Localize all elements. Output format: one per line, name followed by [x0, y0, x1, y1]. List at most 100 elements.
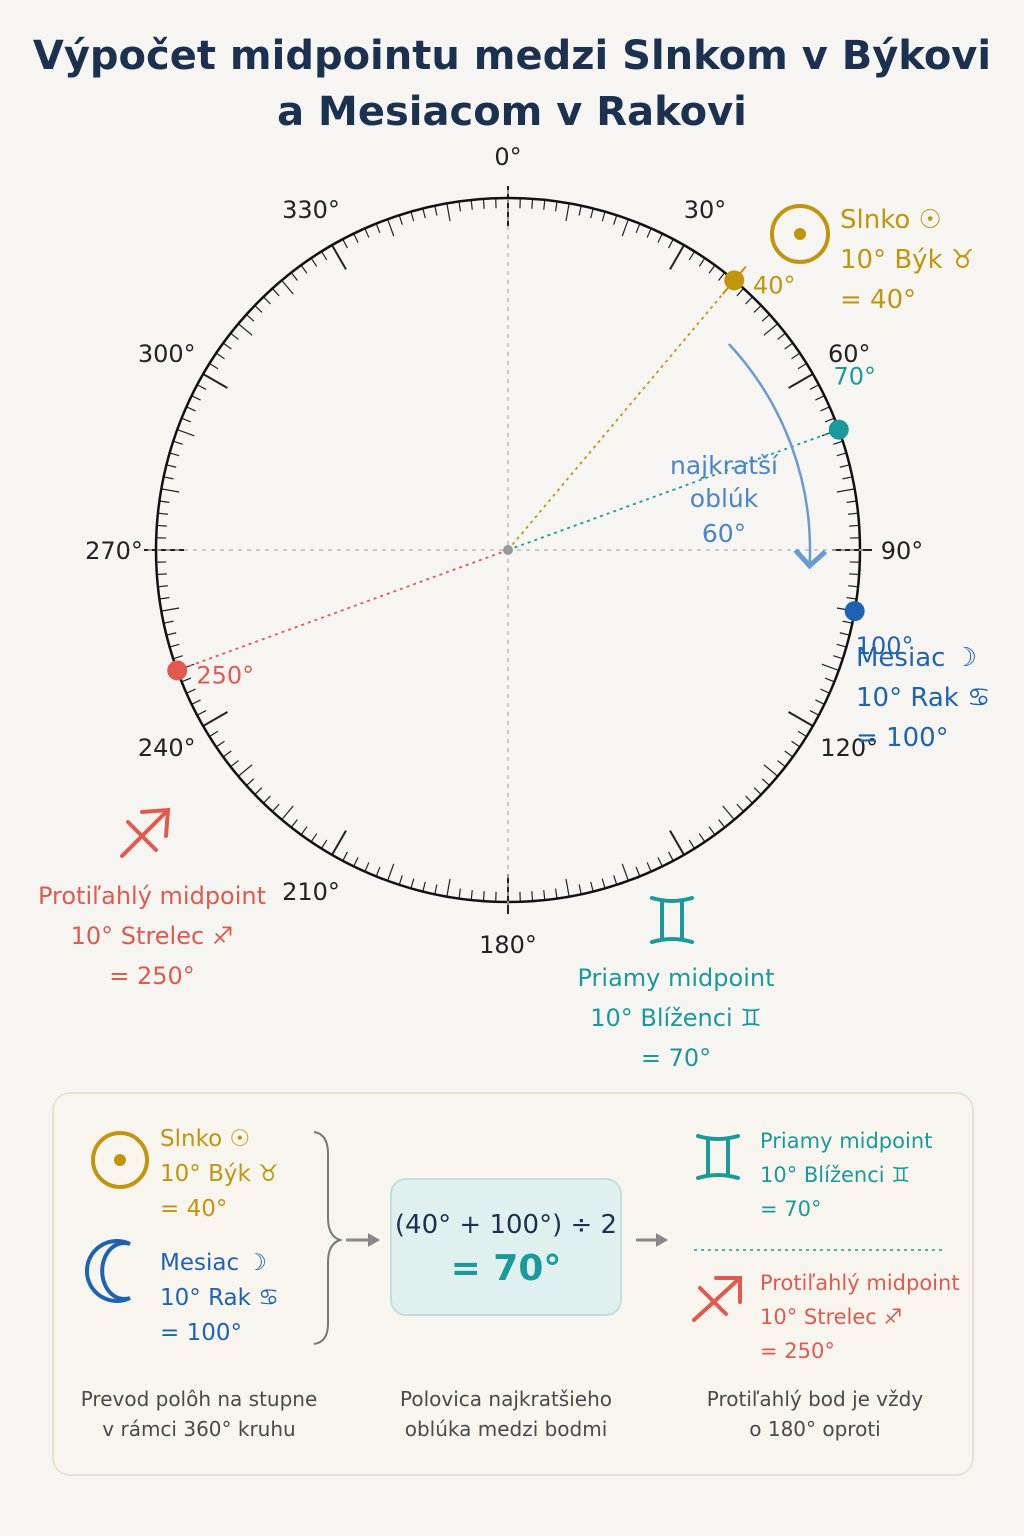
degree-tick: [300, 264, 308, 274]
direct-ray: [507, 428, 840, 551]
panel-gemini-glyph: ♊: [891, 1163, 911, 1187]
degree-tick: [815, 395, 825, 401]
degree-tick: [820, 406, 830, 412]
degree-tick: [668, 851, 674, 862]
degree-tick: [398, 875, 403, 885]
degree-tick: [815, 699, 825, 705]
moon-label: Mesiac ☽ 10° Rak ♋ = 100°: [856, 638, 990, 758]
degree-tick: [254, 305, 263, 313]
degree-tick: [342, 851, 348, 862]
opposite-degree-label: 250°: [196, 661, 254, 689]
panel-gemini-icon: [696, 1134, 740, 1180]
degree-tick: [434, 884, 438, 895]
degree-tick: [836, 452, 847, 457]
panel-moon-position: 10° Rak: [160, 1285, 251, 1311]
degree-tick: [646, 228, 652, 238]
degree-tick: [824, 677, 835, 683]
degree-tick: [310, 833, 318, 843]
panel-moon-value: = 100°: [160, 1320, 242, 1346]
degree-tick: [669, 244, 685, 270]
panel-direct-name: Priamy midpoint: [760, 1129, 933, 1153]
degree-tick: [173, 440, 183, 445]
degree-tick: [353, 857, 359, 867]
formula-box: (40° + 100°) ÷ 2 = 70°: [390, 1178, 622, 1316]
direct-midpoint-label: Priamy midpoint 10° Blíženci ♊ = 70°: [566, 958, 786, 1078]
degree-tick: [646, 862, 652, 872]
formula-result: = 70°: [450, 1248, 562, 1289]
degree-tick: [166, 464, 177, 468]
degree-tick: [387, 863, 395, 881]
panel-direct-position: 10° Blíženci: [760, 1163, 885, 1187]
degree-tick: [833, 655, 843, 660]
degree-tick: [230, 332, 239, 340]
panel-direct-text: Priamy midpoint 10° Blíženci ♊ = 70°: [760, 1124, 932, 1226]
degree-tick: [753, 787, 762, 795]
degree-tick: [422, 208, 426, 219]
sun-value: = 40°: [840, 285, 917, 315]
degree-tick: [784, 342, 794, 350]
degree-tick: [849, 524, 860, 527]
degree-tick: [788, 373, 814, 389]
degree-tick: [839, 632, 850, 636]
degree-tick: [398, 215, 403, 225]
direct-name: Priamy midpoint: [577, 964, 775, 992]
degree-tick: [578, 884, 582, 895]
degree-tick: [761, 778, 770, 786]
degree-tick: [470, 199, 473, 210]
degree-tick: [736, 288, 744, 297]
degree-tick: [191, 395, 201, 401]
panel-sun-name: Slnko: [160, 1126, 223, 1152]
degree-tick: [753, 305, 762, 313]
degree-label: 30°: [684, 196, 727, 224]
opposite-name: Protiľahlý midpoint: [37, 882, 267, 910]
degree-tick: [470, 890, 473, 901]
degree-tick: [555, 888, 558, 899]
direct-value: = 70°: [640, 1044, 712, 1072]
panel-taurus-glyph: ♉: [258, 1161, 279, 1187]
sun-point: [724, 270, 745, 291]
degree-tick: [375, 223, 381, 234]
degree-tick: [434, 205, 438, 216]
degree-tick: [387, 219, 395, 237]
degree-tick: [482, 891, 485, 902]
opposite-position: 10° Strelec: [70, 922, 205, 950]
degree-tick: [173, 655, 183, 660]
degree-tick: [791, 740, 801, 748]
degree-tick: [186, 688, 196, 694]
opposite-value: = 250°: [109, 962, 195, 990]
panel-sun-value: = 40°: [160, 1196, 228, 1222]
panel-brace: [313, 1131, 344, 1345]
panel-sun-text: Slnko ☉ 10° Býk ♉ = 40°: [160, 1122, 279, 1227]
degree-tick: [222, 342, 232, 350]
panel-sun-glyph: ☉: [229, 1126, 251, 1152]
degree-tick: [821, 663, 839, 671]
formula-expression: (40° + 100°) ÷ 2: [394, 1210, 618, 1240]
sun-big-icon: [770, 204, 830, 264]
degree-tick: [331, 244, 347, 270]
degree-tick: [181, 417, 192, 423]
degree-tick: [254, 787, 263, 795]
shortest-arc-arrow: [727, 343, 828, 570]
degree-tick: [446, 878, 451, 897]
opposite-point: [167, 660, 188, 681]
degree-tick: [763, 323, 779, 336]
title-line-2: a Mesiacom v Rakovi: [277, 89, 747, 135]
degree-tick: [281, 279, 294, 295]
degree-tick: [849, 573, 860, 576]
moon-glyph: ☽: [953, 643, 978, 673]
cancer-glyph: ♋: [967, 683, 991, 713]
page-title: Výpočet midpointu medzi Slnkom v Býkovi …: [0, 28, 1024, 140]
degree-label: 0°: [494, 143, 521, 171]
degree-tick: [215, 352, 225, 360]
degree-tick: [635, 866, 641, 877]
degree-tick: [531, 198, 534, 209]
degree-tick: [196, 384, 207, 390]
degree-tick: [669, 830, 685, 856]
degree-tick: [156, 573, 167, 576]
degree-tick: [846, 597, 857, 600]
moon-value: = 100°: [856, 723, 949, 753]
degree-tick: [320, 251, 328, 261]
degree-tick: [777, 760, 786, 768]
degree-tick: [181, 677, 192, 683]
panel-sun-position: 10° Býk: [160, 1161, 251, 1187]
